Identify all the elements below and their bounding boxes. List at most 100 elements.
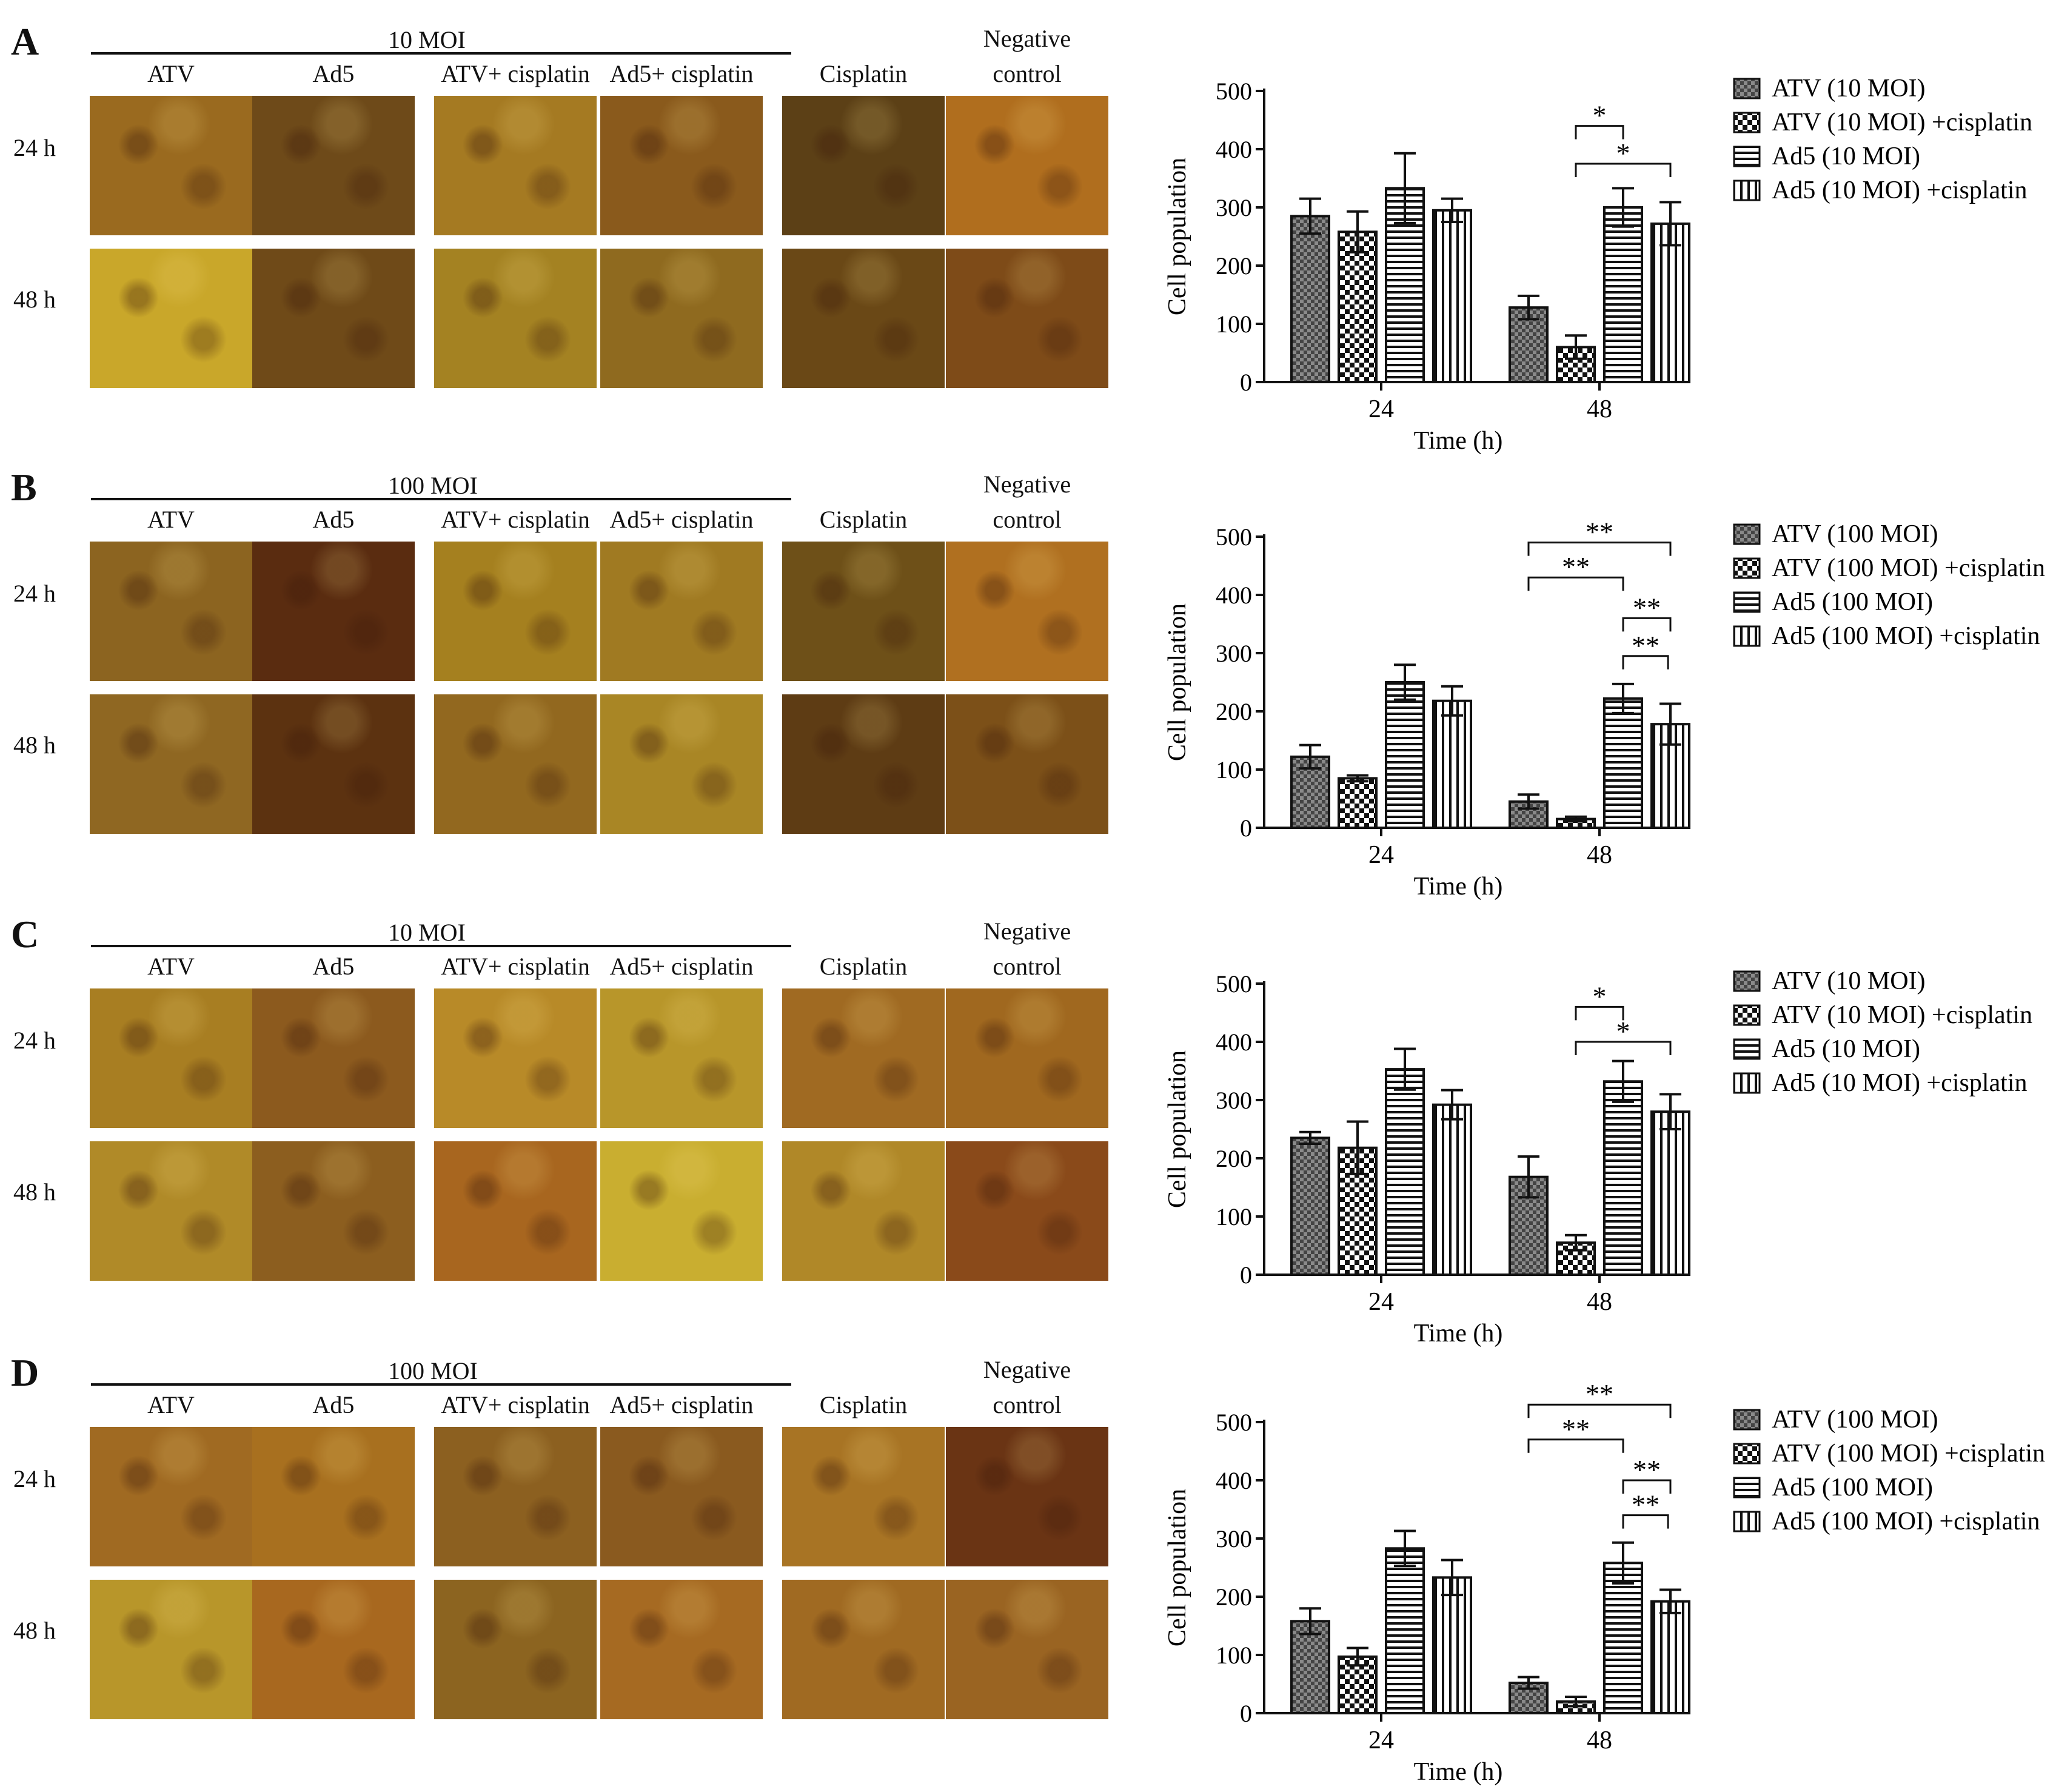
y-tick-label: 100 — [1216, 310, 1252, 338]
column-label: ATV+ cisplatin — [441, 506, 590, 533]
bar-hstripe-48 — [1603, 1080, 1643, 1276]
y-tick-label: 500 — [1216, 78, 1252, 105]
panel-a: A 10 MOI ATV Ad5 ATV+ cisplatin Ad5+ cisplati… — [0, 20, 2053, 461]
legend-swatch-hstripe — [1733, 591, 1761, 613]
micrograph-24h-col6 — [946, 988, 1108, 1128]
y-tick-label: 0 — [1240, 814, 1252, 842]
y-tick-label: 200 — [1216, 1145, 1252, 1172]
panel-label: D — [11, 1351, 39, 1394]
moi-label: 10 MOI — [388, 26, 466, 53]
significance-mark: ** — [1632, 630, 1659, 661]
bar-vstripe-24 — [1432, 209, 1472, 384]
micrograph-48h-col3 — [434, 1580, 597, 1719]
significance-bracket — [1527, 1403, 1672, 1418]
micrograph-24h-col3 — [434, 988, 597, 1128]
negative-control-label: Negative — [983, 918, 1071, 945]
negative-control-label: control — [993, 506, 1062, 533]
row-label: 24 h — [13, 134, 56, 161]
moi-bracket-line — [91, 498, 791, 500]
legend-swatch-grid — [1733, 523, 1761, 545]
micrograph-24h-col1 — [90, 542, 252, 681]
y-tick-label: 400 — [1216, 1029, 1252, 1056]
y-tick-label: 100 — [1216, 756, 1252, 784]
micrograph-24h-col4 — [600, 96, 763, 235]
micrograph-24h-col4 — [600, 542, 763, 681]
x-tick-label: 24 — [1368, 1288, 1394, 1316]
moi-label: 100 MOI — [388, 1357, 478, 1384]
legend-label: Ad5 (100 MOI) — [1772, 588, 1933, 616]
row-label: 24 h — [13, 1465, 56, 1492]
micrograph-24h-col3 — [434, 1427, 597, 1566]
micrograph-48h-col2 — [252, 1141, 415, 1281]
x-axis-label: Time (h) — [1414, 873, 1503, 901]
legend-label: ATV (10 MOI) — [1772, 967, 1926, 995]
legend-swatch-vstripe — [1733, 180, 1761, 201]
micrograph-24h-col2 — [252, 542, 415, 681]
y-tick-label: 400 — [1216, 1467, 1252, 1494]
x-axis-label: Time (h) — [1414, 1320, 1503, 1347]
y-axis-label: Cell population — [1164, 1050, 1191, 1208]
legend-label: ATV (100 MOI) — [1772, 520, 1938, 548]
column-label: Ad5 — [312, 506, 355, 533]
y-tick-label: 0 — [1240, 1700, 1252, 1727]
legend-swatch-hstripe — [1733, 1477, 1761, 1498]
y-tick-label: 500 — [1216, 523, 1252, 551]
row-label: 48 h — [13, 1178, 56, 1206]
y-axis-label: Cell population — [1164, 603, 1191, 761]
significance-mark: ** — [1633, 1454, 1661, 1485]
micrograph-48h-col5 — [782, 249, 945, 388]
legend-swatch-check — [1733, 112, 1761, 133]
micrograph-24h-col2 — [252, 96, 415, 235]
x-axis-label: Time (h) — [1414, 427, 1503, 455]
micrograph-24h-col6 — [946, 542, 1108, 681]
y-tick-label: 0 — [1240, 369, 1252, 396]
negative-control-label: control — [993, 953, 1062, 980]
x-tick-label: 24 — [1368, 1727, 1394, 1754]
significance-bracket — [1622, 655, 1669, 669]
bar-hstripe-48 — [1603, 206, 1643, 383]
negative-control-label: control — [993, 60, 1062, 87]
micrograph-24h-col5 — [782, 988, 945, 1128]
column-label: Ad5+ cisplatin — [609, 953, 754, 980]
y-tick-label: 300 — [1216, 640, 1252, 667]
micrograph-48h-col4 — [600, 694, 763, 834]
bar-chart: 0 100 200 300 400 500 Cell population 24 48 Time … — [1164, 517, 2045, 901]
legend-label: ATV (10 MOI) +cisplatin — [1772, 109, 2032, 136]
significance-mark: ** — [1562, 1414, 1590, 1445]
row-label: 48 h — [13, 286, 56, 313]
bar-vstripe-24 — [1432, 1576, 1472, 1714]
significance-mark: * — [1593, 100, 1607, 131]
legend-swatch-grid — [1733, 1409, 1761, 1431]
micrograph-48h-col6 — [946, 1580, 1108, 1719]
y-tick-label: 0 — [1240, 1261, 1252, 1289]
x-tick-label: 48 — [1587, 395, 1612, 423]
negative-control-label: Negative — [983, 25, 1071, 52]
y-tick-label: 300 — [1216, 1087, 1252, 1114]
micrograph-48h-col2 — [252, 694, 415, 834]
bar-vstripe-48 — [1650, 1600, 1690, 1714]
x-tick-label: 24 — [1368, 395, 1394, 423]
x-tick-label: 24 — [1368, 841, 1394, 869]
column-label: Ad5 — [312, 60, 355, 87]
panel-label: B — [11, 466, 37, 509]
column-label: Cisplatin — [819, 506, 908, 533]
panel-d: D 100 MOI ATV Ad5 ATV+ cisplatin Ad5+ cisplat… — [0, 1351, 2053, 1792]
significance-mark: ** — [1586, 517, 1613, 548]
micrograph-48h-col1 — [90, 249, 252, 388]
micrograph-24h-col1 — [90, 988, 252, 1128]
bar-hstripe-24 — [1385, 1068, 1425, 1276]
column-label: ATV — [147, 1391, 195, 1418]
row-label: 48 h — [13, 731, 56, 759]
x-tick-label: 48 — [1587, 1727, 1612, 1754]
bar-chart: 0 100 200 300 400 500 Cell population 24 48 Time … — [1164, 967, 2032, 1347]
legend-swatch-check — [1733, 1443, 1761, 1465]
micrograph-48h-col2 — [252, 249, 415, 388]
significance-bracket — [1575, 1041, 1672, 1055]
micrograph-24h-col5 — [782, 96, 945, 235]
significance-mark: * — [1593, 981, 1607, 1012]
legend-label: Ad5 (100 MOI) +cisplatin — [1772, 622, 2040, 650]
bar-grid-24 — [1290, 1136, 1330, 1276]
micrograph-24h-col2 — [252, 988, 415, 1128]
legend-label: Ad5 (10 MOI) +cisplatin — [1772, 176, 2027, 204]
micrograph-24h-col4 — [600, 988, 763, 1128]
